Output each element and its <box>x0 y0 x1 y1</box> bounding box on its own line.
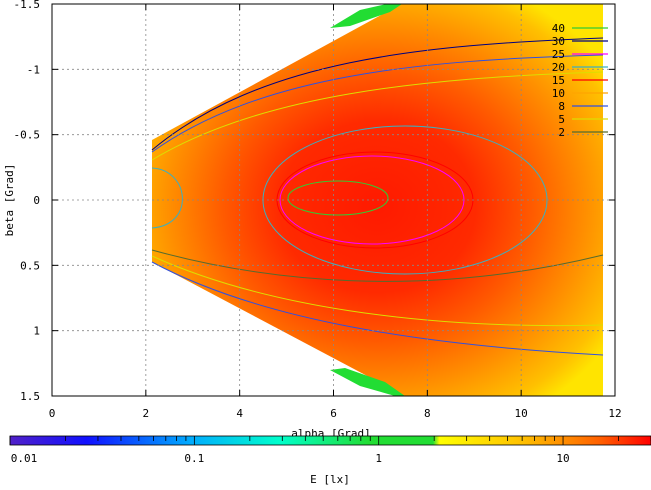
y-tick-label: -0.5 <box>14 129 41 142</box>
legend-label: 10 <box>552 87 565 100</box>
colorbar-tick-label: 0.01 <box>11 452 38 465</box>
green-patch-bottom <box>330 368 405 396</box>
illuminance-field <box>152 4 603 396</box>
x-tick-label: 6 <box>330 407 337 420</box>
x-tick-label: 8 <box>424 407 431 420</box>
legend-label: 30 <box>552 35 565 48</box>
contour-40 <box>287 180 389 216</box>
contour-20-left <box>151 167 183 229</box>
y-axis-ticks: -1.5 -1 -0.5 0 0.5 1 1.5 <box>14 0 615 403</box>
y-axis-label: beta [Grad] <box>3 164 16 237</box>
colorbar-ticks: 0.01 0.1 1 10 <box>9 436 651 465</box>
y-tick-label: 0 <box>33 194 40 207</box>
contour-5-bottom <box>151 255 604 327</box>
x-tick-label: 2 <box>143 407 150 420</box>
y-tick-label: 0.5 <box>20 259 40 272</box>
green-patch-top <box>330 4 402 28</box>
y-tick-label: 1.5 <box>20 390 40 403</box>
y-tick-label: -1 <box>27 63 40 76</box>
x-tick-label: 4 <box>236 407 243 420</box>
x-tick-label: 12 <box>608 407 621 420</box>
legend-label: 25 <box>552 48 565 61</box>
y-tick-label: -1.5 <box>14 0 41 11</box>
colorbar-label: E [lx] <box>310 473 350 486</box>
x-axis-ticks: 0 2 4 6 8 10 12 <box>49 4 622 420</box>
contour-lines <box>151 37 604 356</box>
legend-label: 8 <box>558 100 565 113</box>
contour-30 <box>151 37 604 151</box>
grid-lines <box>52 4 615 396</box>
colorbar-tick-label: 1 <box>375 452 382 465</box>
contour-2 <box>151 249 604 282</box>
contour-8-top <box>151 54 604 153</box>
legend-label: 2 <box>558 126 565 139</box>
legend-label: 5 <box>558 113 565 126</box>
y-tick-label: 1 <box>33 325 40 338</box>
x-tick-label: 10 <box>515 407 528 420</box>
contour-5-top <box>151 71 604 161</box>
legend-label: 40 <box>552 22 565 35</box>
x-tick-label: 0 <box>49 407 56 420</box>
contour-8-bottom <box>151 261 604 356</box>
heatmap-field <box>152 4 603 396</box>
colorbar-tick-label: 10 <box>556 452 569 465</box>
legend-label: 15 <box>552 74 565 87</box>
legend-label: 20 <box>552 61 565 74</box>
colorbar-tick-label: 0.1 <box>184 452 204 465</box>
